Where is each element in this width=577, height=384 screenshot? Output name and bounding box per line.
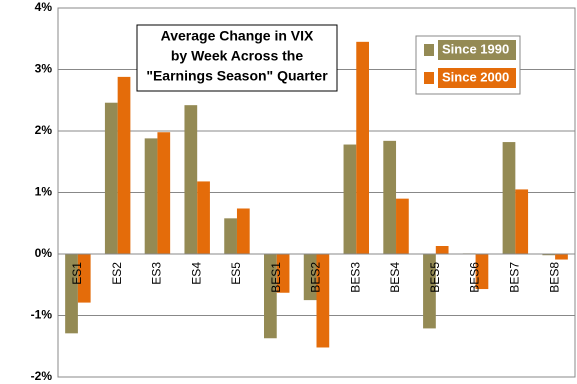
chart-title: "Earnings Season" Quarter [146, 68, 328, 84]
x-tick-label: BES5 [428, 262, 442, 293]
bar [475, 254, 489, 290]
y-tick-label: 4% [35, 0, 53, 14]
bar [423, 254, 436, 329]
bar [117, 76, 131, 254]
chart-title: by Week Across the [171, 48, 303, 64]
legend-label: Since 2000 [442, 69, 509, 84]
x-tick-label: ES1 [70, 262, 84, 285]
bar [184, 105, 198, 254]
bar [276, 254, 290, 293]
bar [435, 246, 449, 254]
x-tick-label: ES4 [189, 262, 203, 285]
bar [144, 138, 158, 254]
y-tick-label: 2% [35, 123, 53, 137]
x-tick-label: ES2 [110, 262, 124, 285]
legend-bg [438, 68, 516, 88]
bar [396, 198, 409, 254]
bar [303, 254, 317, 301]
legend-swatch [424, 44, 434, 56]
x-tick-label: ES3 [150, 262, 164, 285]
bar [65, 254, 78, 334]
bar [236, 208, 250, 254]
bar [77, 254, 91, 303]
y-tick-label: 3% [35, 62, 53, 76]
bar [104, 102, 118, 255]
bar [356, 41, 369, 255]
bar [383, 140, 397, 254]
chart-title: Average Change in VIX [161, 28, 314, 44]
y-tick-label: 0% [35, 246, 53, 260]
x-tick-label: BES2 [309, 262, 323, 293]
x-tick-label: BES8 [547, 262, 561, 293]
bar [264, 254, 277, 339]
x-tick-label: BES3 [348, 262, 362, 293]
bar [157, 132, 171, 254]
y-tick-label: 1% [35, 185, 53, 199]
x-tick-label: BES7 [508, 262, 522, 293]
bar [316, 254, 330, 348]
y-tick-label: -1% [31, 308, 53, 322]
x-tick-label: BES6 [468, 262, 482, 293]
x-tick-label: ES5 [229, 262, 243, 285]
bar [502, 142, 516, 254]
bar [555, 254, 568, 260]
bar [197, 181, 210, 254]
x-tick-label: BES1 [269, 262, 283, 293]
bar [542, 254, 556, 256]
y-tick-label: -2% [31, 369, 53, 383]
title-box [136, 24, 338, 92]
legend-swatch [424, 72, 434, 84]
legend-label: Since 1990 [442, 41, 509, 56]
bar [224, 218, 237, 254]
bar [515, 189, 529, 254]
x-tick-label: BES4 [388, 262, 402, 293]
plot-border [57, 7, 576, 378]
bar [343, 144, 357, 254]
legend-bg [438, 40, 516, 60]
